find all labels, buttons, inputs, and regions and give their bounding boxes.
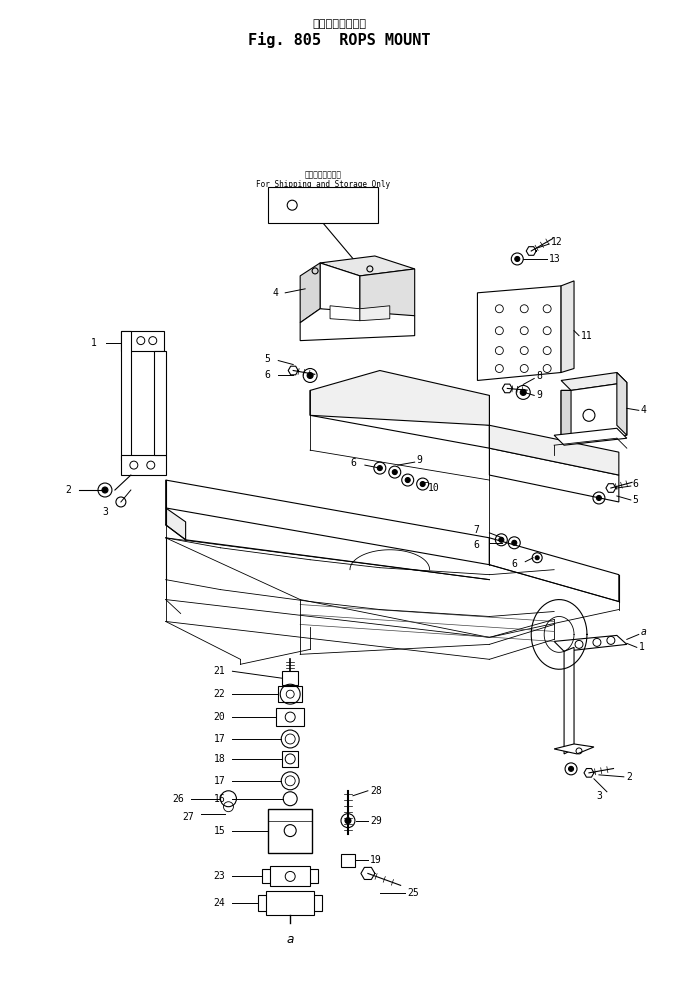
Polygon shape: [121, 331, 131, 460]
Polygon shape: [564, 647, 574, 754]
Bar: [282, 751, 298, 767]
Circle shape: [512, 541, 517, 546]
Text: 6: 6: [633, 479, 639, 489]
Text: 19: 19: [370, 856, 382, 866]
Text: 26: 26: [172, 794, 184, 804]
Text: 18: 18: [214, 754, 226, 764]
Text: 8: 8: [536, 371, 542, 381]
Polygon shape: [360, 305, 390, 321]
Text: 17: 17: [214, 734, 226, 744]
Text: ロプス　マウント: ロプス マウント: [312, 19, 366, 29]
Circle shape: [393, 470, 397, 475]
Text: 13: 13: [549, 254, 561, 264]
Polygon shape: [561, 382, 627, 440]
Polygon shape: [490, 448, 619, 502]
Text: 5: 5: [264, 354, 271, 363]
Text: 9: 9: [417, 455, 422, 465]
Polygon shape: [490, 538, 619, 602]
Polygon shape: [154, 351, 165, 455]
Polygon shape: [554, 428, 627, 445]
Text: 29: 29: [370, 816, 382, 825]
Text: 20: 20: [214, 712, 226, 722]
Polygon shape: [330, 305, 360, 321]
Polygon shape: [561, 390, 571, 440]
Circle shape: [520, 389, 526, 395]
Polygon shape: [165, 480, 490, 564]
Polygon shape: [477, 286, 561, 380]
Circle shape: [405, 478, 410, 483]
Text: 16: 16: [214, 794, 226, 804]
Text: 7: 7: [473, 525, 479, 535]
Bar: [258, 895, 322, 911]
Text: 28: 28: [370, 786, 382, 796]
Bar: [262, 870, 318, 884]
Text: 10: 10: [428, 483, 439, 493]
Bar: [276, 708, 304, 726]
Text: 9: 9: [536, 390, 542, 400]
Polygon shape: [490, 426, 619, 475]
Text: 22: 22: [214, 690, 226, 699]
Text: Fig. 805  ROPS MOUNT: Fig. 805 ROPS MOUNT: [247, 32, 431, 48]
Circle shape: [535, 556, 539, 559]
Bar: [278, 687, 302, 702]
Text: 17: 17: [214, 776, 226, 786]
Text: 27: 27: [182, 812, 194, 821]
Text: 1: 1: [91, 338, 97, 348]
Bar: [271, 867, 310, 886]
Text: 輸送および保管用: 輸送および保管用: [304, 170, 342, 180]
Text: 15: 15: [214, 825, 226, 835]
Circle shape: [102, 487, 108, 493]
Circle shape: [515, 256, 520, 261]
Polygon shape: [165, 508, 186, 540]
Text: 21: 21: [214, 666, 226, 677]
Polygon shape: [617, 372, 627, 435]
Circle shape: [345, 818, 351, 823]
Text: a: a: [286, 933, 294, 947]
Text: 14: 14: [333, 200, 345, 210]
Text: 6: 6: [264, 370, 271, 380]
Polygon shape: [121, 455, 165, 475]
Text: 24: 24: [214, 898, 226, 908]
Polygon shape: [561, 281, 574, 372]
Text: 4: 4: [641, 406, 647, 416]
Polygon shape: [561, 372, 627, 390]
Text: 4: 4: [273, 288, 278, 297]
Polygon shape: [554, 744, 594, 754]
Text: 6: 6: [473, 540, 479, 550]
Bar: [282, 671, 298, 686]
Polygon shape: [300, 308, 415, 341]
Circle shape: [499, 537, 504, 543]
Text: 23: 23: [214, 872, 226, 882]
Polygon shape: [121, 331, 163, 351]
Text: 5: 5: [633, 495, 639, 505]
Text: 12: 12: [551, 237, 563, 247]
Polygon shape: [300, 263, 320, 323]
Text: 6: 6: [511, 558, 517, 568]
Bar: [341, 854, 355, 868]
Text: 3: 3: [596, 791, 602, 801]
Circle shape: [597, 495, 601, 500]
Polygon shape: [310, 370, 490, 426]
Text: 2: 2: [626, 772, 632, 782]
Text: 6: 6: [350, 458, 356, 468]
Polygon shape: [320, 263, 360, 321]
Polygon shape: [320, 256, 415, 276]
Bar: [266, 891, 314, 915]
Text: 25: 25: [407, 888, 420, 898]
Text: 3: 3: [102, 507, 108, 517]
Bar: [268, 187, 378, 224]
Text: For Shipping and Storage Only: For Shipping and Storage Only: [256, 180, 390, 189]
Polygon shape: [360, 269, 415, 321]
Circle shape: [420, 482, 425, 487]
Circle shape: [569, 766, 574, 771]
Bar: [268, 809, 312, 853]
Polygon shape: [310, 390, 490, 448]
Text: 11: 11: [581, 331, 593, 341]
Text: a: a: [641, 627, 647, 637]
Polygon shape: [554, 635, 627, 651]
Text: 1: 1: [639, 642, 645, 652]
Circle shape: [307, 372, 313, 378]
Text: 2: 2: [65, 485, 71, 495]
Circle shape: [378, 466, 382, 471]
